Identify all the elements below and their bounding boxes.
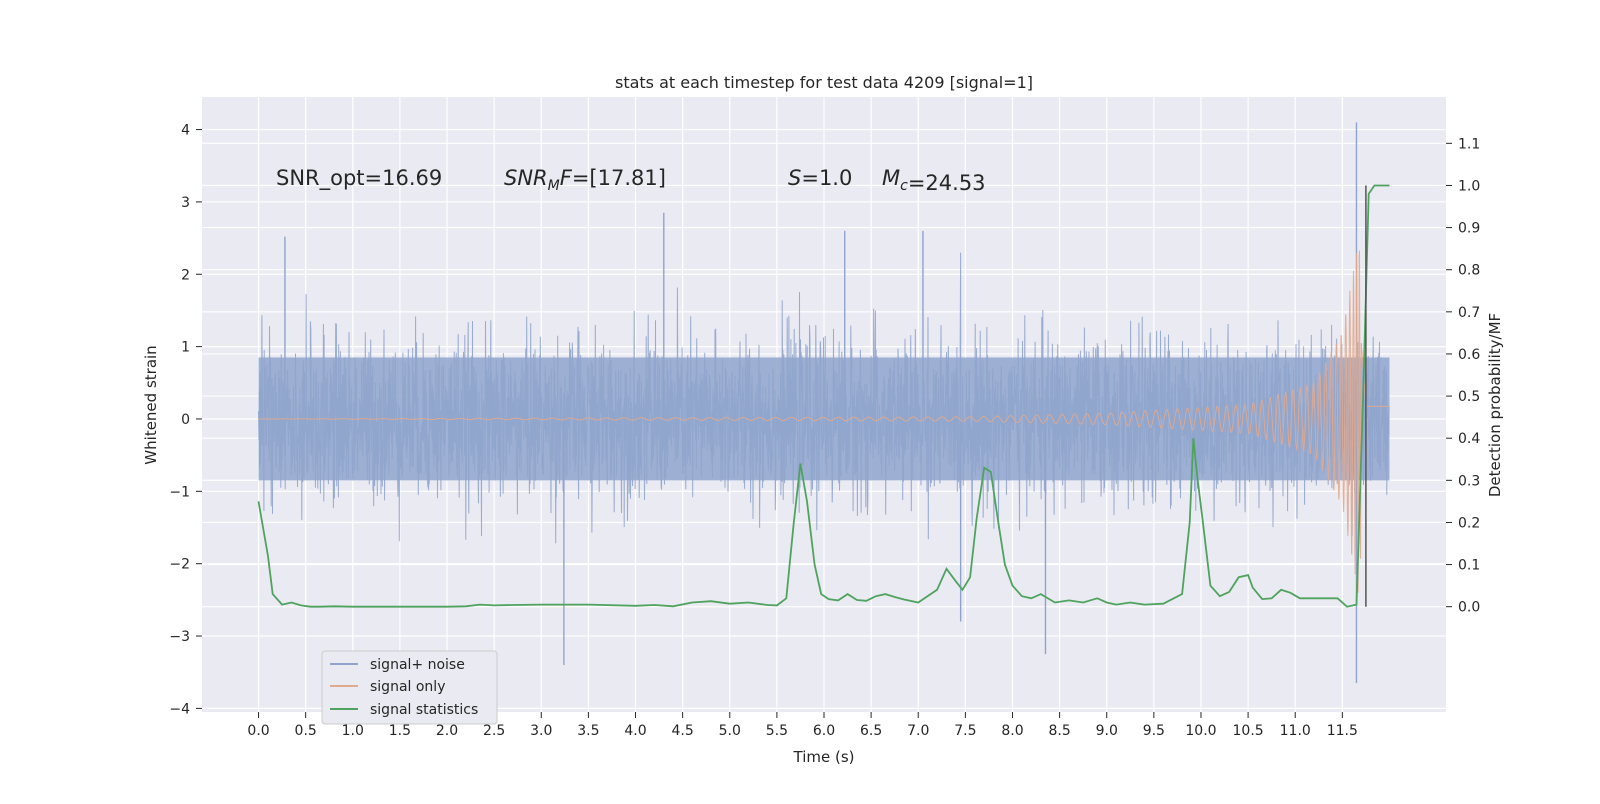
x-tick-label-20: 10.0 xyxy=(1185,723,1216,739)
x-tick-label-5: 2.5 xyxy=(483,723,505,739)
signal-statistics-line xyxy=(257,184,1390,608)
y-tick-label-right-7: 0.7 xyxy=(1458,305,1480,321)
legend: signal+ noise signal only signal statist… xyxy=(321,650,498,725)
legend-label-noise: signal+ noise xyxy=(370,657,465,673)
annotation-mc: Mc=24.53 xyxy=(882,166,986,195)
x-tick-label-12: 6.0 xyxy=(813,723,835,739)
x-tick-label-7: 3.5 xyxy=(577,723,599,739)
y-tick-label-left-3: −1 xyxy=(169,484,190,500)
chart-title: stats at each timestep for test data 420… xyxy=(615,73,1033,92)
x-axis-label: Time (s) xyxy=(793,748,855,766)
y-tick-label-left-6: 2 xyxy=(181,267,190,283)
y-tick-label-left-7: 3 xyxy=(181,195,190,211)
x-tick-label-10: 5.0 xyxy=(719,723,741,739)
y-tick-label-left-5: 1 xyxy=(181,340,190,356)
y-tick-labels-right: 0.0 0.1 0.2 0.3 0.4 0.5 0.6 0.7 0.8 0.9 1.0 1.1 xyxy=(1446,136,1480,616)
y-tick-label-left-4: 0 xyxy=(181,412,190,428)
x-tick-label-0: 0.0 xyxy=(247,723,269,739)
x-tick-label-9: 4.5 xyxy=(672,723,694,739)
x-tick-label-11: 5.5 xyxy=(766,723,788,739)
x-tick-label-15: 7.5 xyxy=(954,723,976,739)
signal-only-line xyxy=(258,250,1390,593)
x-tick-label-13: 6.5 xyxy=(860,723,882,739)
x-tick-label-16: 8.0 xyxy=(1001,723,1023,739)
x-tick-label-3: 1.5 xyxy=(389,723,411,739)
x-tick-label-17: 8.5 xyxy=(1048,723,1070,739)
y-tick-label-left-0: −4 xyxy=(169,701,190,717)
legend-label-statistics: signal statistics xyxy=(370,702,478,718)
x-tick-label-14: 7.0 xyxy=(907,723,929,739)
y-tick-label-right-8: 0.8 xyxy=(1458,263,1480,279)
x-tick-labels: 0.0 0.5 1.0 1.5 2.0 2.5 3.0 3.5 4.0 4.5 5.0 5.5 6.0 6… xyxy=(247,712,1358,739)
x-tick-label-21: 10.5 xyxy=(1233,723,1264,739)
legend-label-signal: signal only xyxy=(370,679,445,695)
y-tick-label-right-11: 1.1 xyxy=(1458,136,1480,152)
x-tick-label-22: 11.0 xyxy=(1280,723,1311,739)
x-tick-label-19: 9.5 xyxy=(1143,723,1165,739)
y-tick-label-right-10: 1.0 xyxy=(1458,178,1480,194)
y-tick-label-left-8: 4 xyxy=(181,123,190,139)
signal-only-series xyxy=(258,250,1390,593)
y-tick-label-right-3: 0.3 xyxy=(1458,473,1480,489)
x-tick-label-23: 11.5 xyxy=(1327,723,1358,739)
x-tick-label-6: 3.0 xyxy=(530,723,552,739)
y-tick-label-right-5: 0.5 xyxy=(1458,389,1480,405)
x-tick-label-18: 9.0 xyxy=(1096,723,1118,739)
x-tick-label-8: 4.0 xyxy=(624,723,646,739)
y-tick-label-right-4: 0.4 xyxy=(1458,431,1480,447)
legend-box xyxy=(321,650,498,725)
y-axis-label-left: Whitened strain xyxy=(142,345,160,464)
y-tick-label-right-2: 0.2 xyxy=(1458,515,1480,531)
x-tick-label-1: 0.5 xyxy=(295,723,317,739)
y-tick-label-right-6: 0.6 xyxy=(1458,347,1480,363)
y-tick-label-left-2: −2 xyxy=(169,557,190,573)
signal-statistics-series xyxy=(257,184,1390,608)
x-tick-label-4: 2.0 xyxy=(436,723,458,739)
y-axis-label-right: Detection probability/MF xyxy=(1486,313,1504,497)
y-tick-label-left-1: −3 xyxy=(169,629,190,645)
y-tick-label-right-9: 0.9 xyxy=(1458,221,1480,237)
annotation-snr_mf: SNRMF=[17.81] xyxy=(504,166,666,194)
annotation-s_val: S=1.0 xyxy=(788,166,852,190)
annotations: SNR_opt=16.69 SNRMF=[17.81] S=1.0 Mc=24.53 xyxy=(276,166,986,195)
y-tick-labels-left: −4 −3 −2 −1 0 1 2 3 4 xyxy=(169,123,202,717)
y-tick-label-right-0: 0.0 xyxy=(1458,600,1480,616)
x-tick-label-2: 1.0 xyxy=(342,723,364,739)
y-tick-label-right-1: 0.1 xyxy=(1458,558,1480,574)
annotation-snr_opt: SNR_opt=16.69 xyxy=(276,166,442,191)
